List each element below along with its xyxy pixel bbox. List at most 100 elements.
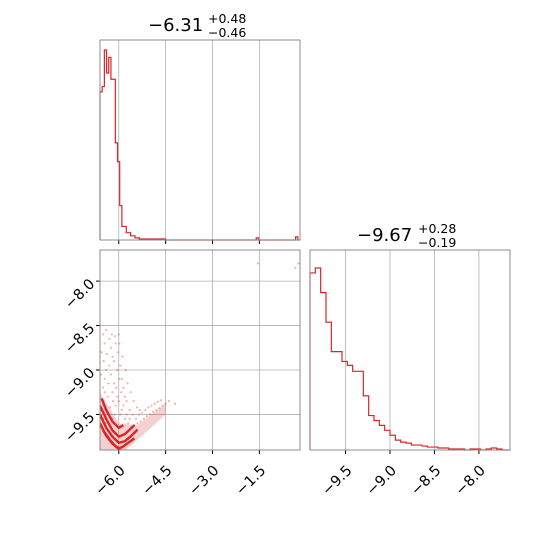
y-tick-label: −9.5 (62, 410, 98, 446)
sample-point (118, 342, 121, 345)
sample-point (117, 351, 120, 354)
title-x-upper-error: +0.48 (208, 11, 246, 26)
sample-point (139, 420, 142, 423)
sample-point (144, 408, 147, 412)
contour-line (100, 397, 125, 429)
sample-point (167, 400, 170, 403)
sample-point (173, 402, 177, 405)
sample-point (297, 262, 300, 265)
title-x-value: −6.31 (148, 15, 203, 36)
sample-point (137, 413, 141, 416)
sample-point (108, 337, 111, 340)
joint-marks (100, 262, 300, 450)
marginal-histogram-y-panel: −9.5 −9.0 −8.5 −8.0 (309, 249, 511, 499)
sample-point (100, 351, 103, 354)
sample-point (108, 406, 112, 409)
sample-point (152, 410, 155, 413)
sample-point (158, 407, 161, 410)
sample-point (103, 342, 106, 345)
sample-point (125, 413, 128, 416)
sample-point (116, 395, 119, 398)
y-tick-label: −8.5 (62, 321, 98, 357)
sample-point (128, 417, 131, 420)
sample-point (121, 355, 124, 358)
sample-point (124, 368, 127, 372)
sample-point (147, 406, 150, 409)
sample-point (103, 391, 107, 394)
sample-point (114, 404, 117, 407)
x-tick-label: −3.0 (186, 463, 222, 499)
sample-point (114, 342, 117, 345)
sample-point (111, 391, 114, 394)
sample-point (116, 368, 119, 372)
sample-point (145, 415, 148, 418)
sample-point (102, 360, 105, 363)
sample-point (105, 328, 108, 332)
sample-point (117, 333, 120, 336)
sample-point (102, 333, 105, 336)
sample-point (102, 386, 105, 389)
sample-point (294, 266, 297, 269)
y-tick-label: −9.0 (62, 365, 98, 401)
sample-point (126, 382, 129, 385)
sample-point (105, 368, 108, 372)
sample-point (120, 377, 123, 380)
title-y-upper-error: +0.28 (418, 221, 456, 236)
sample-point (135, 406, 138, 409)
sample-point (120, 391, 123, 394)
sample-point (136, 422, 139, 425)
sample-point (122, 404, 125, 407)
sample-point (110, 333, 113, 336)
sample-point (103, 377, 106, 380)
sample-point (115, 386, 118, 389)
sample-point (156, 400, 159, 404)
x-tick-label: −6.0 (93, 463, 129, 499)
sample-point (118, 377, 121, 380)
sample-point (119, 364, 122, 367)
sample-point (112, 400, 115, 403)
sample-point (138, 408, 142, 412)
sample-point (120, 408, 123, 412)
sample-point (141, 411, 144, 414)
sample-point (131, 413, 134, 416)
sample-point (108, 364, 111, 367)
sample-point (128, 408, 131, 412)
sample-point (113, 335, 117, 338)
x-tick-label: −4.5 (139, 463, 175, 499)
histogram-x-steps (99, 49, 300, 241)
contour-line (102, 429, 122, 450)
sample-point (119, 413, 122, 416)
x-tick-label: −8.0 (453, 463, 489, 499)
title-x-lower-error: −0.46 (208, 25, 246, 40)
x-tick-label: −1.5 (233, 463, 269, 499)
sample-point (117, 400, 120, 403)
sample-point (153, 402, 156, 405)
sample-point (105, 352, 108, 356)
contour-line (100, 413, 139, 445)
contour-line (100, 405, 136, 438)
sample-point (125, 400, 128, 403)
x-tick-label: −9.5 (319, 463, 355, 499)
x-tick-label: −8.5 (408, 463, 444, 499)
sample-point (106, 395, 109, 398)
sample-point (148, 413, 152, 416)
title-y-lower-error: −0.19 (418, 235, 456, 250)
sample-point (109, 346, 113, 349)
sample-point (112, 382, 116, 385)
title-y-value: −9.67 (357, 225, 412, 246)
sample-point (112, 360, 116, 363)
sample-point (164, 402, 167, 405)
sample-point (155, 408, 158, 412)
sample-point (109, 373, 113, 376)
sample-point (123, 395, 127, 398)
sample-point (113, 413, 117, 416)
marginal-x-frame (99, 39, 301, 241)
joint-scatter-contour-panel: −6.0 −4.5 −3.0 −1.5 −8.0 −8.5 −9.0 −9.5 (62, 249, 301, 499)
sample-point (256, 262, 259, 265)
x-tick-label: −9.0 (364, 463, 400, 499)
sample-point (142, 417, 145, 420)
sample-point (123, 417, 127, 420)
sample-point (111, 355, 114, 358)
y-tick-label: −8.0 (62, 276, 98, 312)
